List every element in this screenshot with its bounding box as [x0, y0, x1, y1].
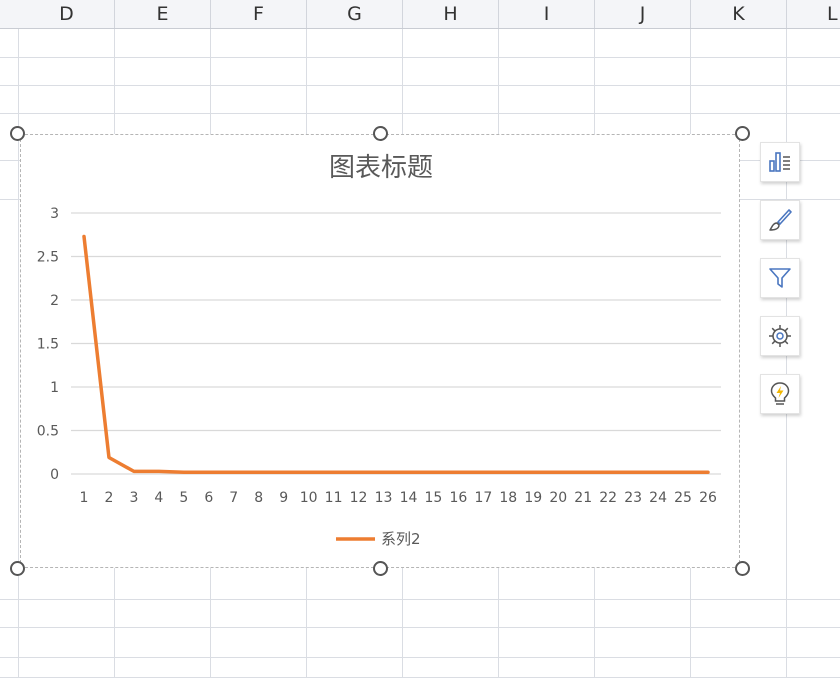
grid-row-line — [0, 657, 840, 658]
x-tick-label: 19 — [524, 490, 542, 506]
column-header-e[interactable]: E — [115, 0, 211, 28]
resize-handle-bottom-center[interactable] — [373, 561, 388, 576]
x-tick-label: 6 — [204, 490, 213, 506]
resize-handle-bottom-left[interactable] — [10, 561, 25, 576]
x-tick-label: 22 — [599, 490, 617, 506]
resize-handle-top-center[interactable] — [373, 126, 388, 141]
chart-title[interactable]: 图表标题 — [328, 153, 433, 183]
x-tick-label: 2 — [104, 490, 113, 506]
x-tick-label: 13 — [375, 490, 393, 506]
chart-object[interactable]: 图表标题 0 0.5 1 1.5 2 2.5 3 1 2 3 4 5 6 7 8 9 10 11 12 13 14 15 1… — [20, 134, 740, 568]
chart-settings-gear-icon — [769, 325, 791, 347]
resize-handle-top-left[interactable] — [10, 126, 25, 141]
chart-settings-button[interactable] — [760, 316, 800, 356]
grid-row-line — [0, 113, 840, 114]
x-tick-label: 5 — [179, 490, 188, 506]
x-tick-label: 1 — [80, 490, 89, 506]
series-line — [82, 234, 710, 475]
y-tick-label: 0.5 — [37, 424, 59, 440]
smart-suggestion-button[interactable] — [760, 374, 800, 414]
x-tick-label: 20 — [549, 490, 567, 506]
y-tick-label: 1.5 — [37, 337, 59, 353]
grid-row-line — [0, 627, 840, 628]
chart-plot[interactable]: 00.511.522.531 2 3 4 5 6 7 8 9 10 11 12 13 14 15 16 17 18… — [21, 135, 741, 569]
column-header-k[interactable]: K — [691, 0, 787, 28]
x-tick-label: 15 — [425, 490, 443, 506]
legend-label: 系列2 — [381, 530, 421, 548]
resize-handle-top-right[interactable] — [735, 126, 750, 141]
x-tick-label: 9 — [279, 490, 288, 506]
y-tick-label: 2 — [50, 293, 59, 309]
smart-suggestion-bulb-icon — [770, 382, 790, 405]
x-tick-label: 21 — [574, 490, 592, 506]
chart-elements-icon — [769, 152, 790, 172]
grid-column-line — [18, 29, 19, 678]
grid-row-line — [0, 599, 840, 600]
x-tick-label: 4 — [154, 490, 163, 506]
column-header-i[interactable]: I — [499, 0, 595, 28]
x-tick-label: 14 — [400, 490, 418, 506]
x-tick-label: 11 — [325, 490, 343, 506]
x-tick-label: 25 — [674, 490, 692, 506]
grid-row-line — [0, 85, 840, 86]
resize-handle-bottom-right[interactable] — [735, 561, 750, 576]
x-tick-label: 18 — [499, 490, 517, 506]
chart-filter-icon — [769, 268, 791, 288]
x-tick-label: 16 — [449, 490, 467, 506]
y-tick-label: 3 — [50, 206, 59, 222]
y-tick-label: 1 — [50, 380, 59, 396]
column-header-h[interactable]: H — [403, 0, 499, 28]
column-header-g[interactable]: G — [307, 0, 403, 28]
chart-elements-button[interactable] — [760, 142, 800, 182]
column-header-j[interactable]: J — [595, 0, 691, 28]
y-tick-label: 0 — [50, 467, 59, 483]
column-header-d[interactable]: D — [19, 0, 115, 28]
x-tick-label: 7 — [229, 490, 238, 506]
chart-style-brush-icon — [769, 209, 792, 231]
y-tick-label: 2.5 — [37, 250, 59, 266]
x-tick-label: 24 — [649, 490, 667, 506]
x-tick-label: 3 — [129, 490, 138, 506]
x-tick-label: 12 — [350, 490, 368, 506]
x-tick-label: 8 — [254, 490, 263, 506]
grid-row-line — [0, 57, 840, 58]
chart-filter-button[interactable] — [760, 258, 800, 298]
chart-style-button[interactable] — [760, 200, 800, 240]
column-header-l[interactable]: L — [827, 3, 838, 25]
column-header-row: D E F G H I J K L — [0, 0, 840, 29]
x-tick-label: 10 — [300, 490, 318, 506]
x-tick-label: 17 — [474, 490, 492, 506]
x-tick-label: 23 — [624, 490, 642, 506]
x-tick-label: 26 — [699, 490, 717, 506]
column-header-f[interactable]: F — [211, 0, 307, 28]
